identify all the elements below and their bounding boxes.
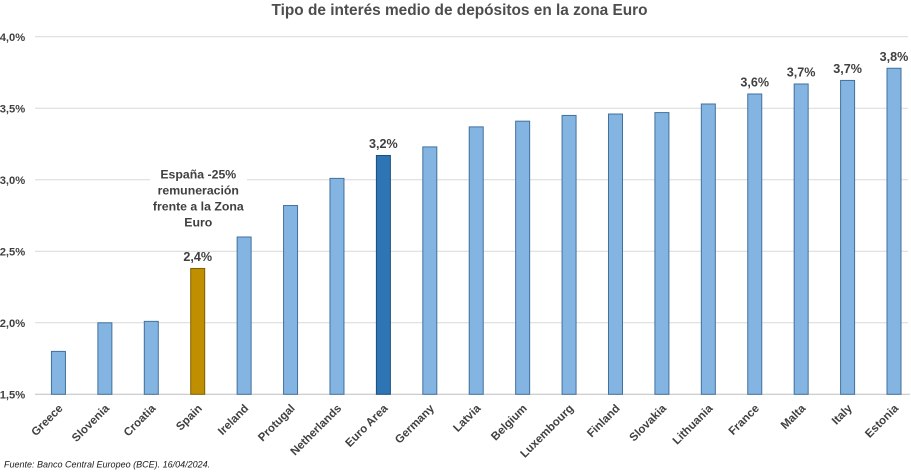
svg-text:Fuente: Banco Central Europeo: Fuente: Banco Central Europeo (BCE). 16/… bbox=[4, 460, 210, 470]
svg-text:Tipo de interés medio de depós: Tipo de interés medio de depósitos en la… bbox=[272, 2, 648, 19]
svg-text:2,0%: 2,0% bbox=[0, 318, 25, 330]
svg-text:3,7%: 3,7% bbox=[833, 62, 862, 76]
svg-text:2,4%: 2,4% bbox=[183, 250, 212, 264]
svg-text:1,5%: 1,5% bbox=[0, 389, 25, 401]
svg-text:3,8%: 3,8% bbox=[880, 50, 909, 64]
svg-text:2,5%: 2,5% bbox=[0, 246, 25, 258]
svg-text:3,5%: 3,5% bbox=[0, 103, 25, 115]
svg-text:3,7%: 3,7% bbox=[787, 65, 816, 79]
svg-text:remuneración: remuneración bbox=[158, 184, 239, 198]
svg-text:3,0%: 3,0% bbox=[0, 175, 25, 187]
svg-text:3,6%: 3,6% bbox=[740, 76, 769, 90]
svg-text:España -25%: España -25% bbox=[160, 168, 236, 182]
svg-text:4,0%: 4,0% bbox=[0, 32, 25, 44]
svg-text:3,2%: 3,2% bbox=[369, 137, 398, 151]
svg-text:frente a la Zona: frente a la Zona bbox=[153, 200, 244, 214]
svg-text:Euro: Euro bbox=[184, 216, 212, 230]
